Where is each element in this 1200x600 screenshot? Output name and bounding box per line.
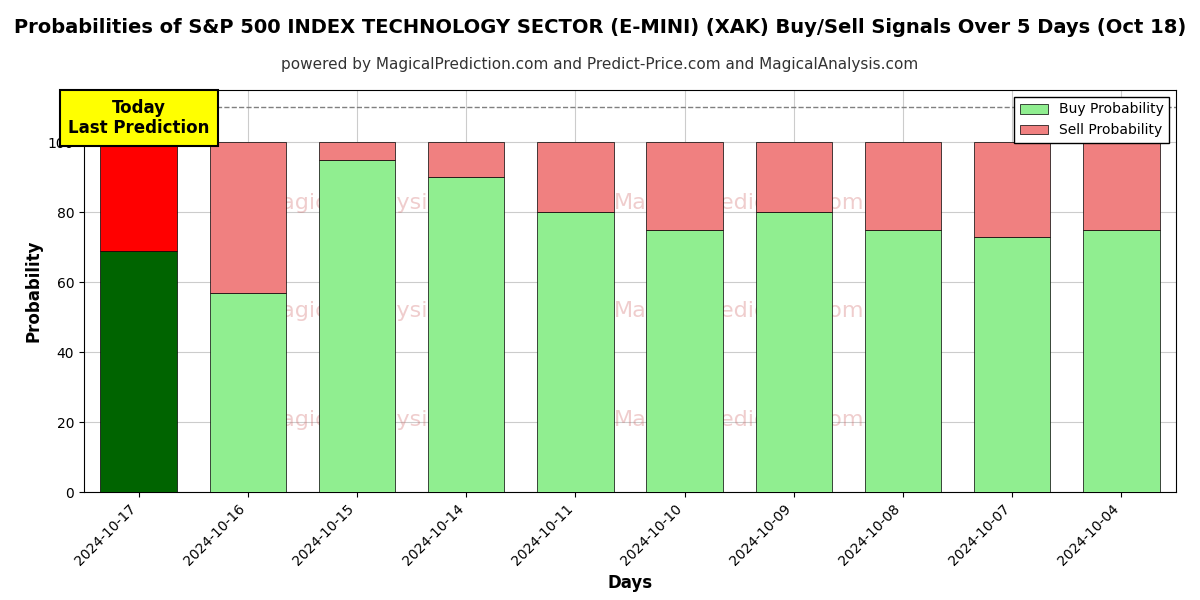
Bar [210, 142, 286, 293]
Text: MagicalAnalysis.com: MagicalAnalysis.com [263, 193, 494, 212]
Text: MagicalAnalysis.com: MagicalAnalysis.com [263, 301, 494, 321]
Text: powered by MagicalPrediction.com and Predict-Price.com and MagicalAnalysis.com: powered by MagicalPrediction.com and Pre… [281, 57, 919, 72]
Bar [1084, 230, 1159, 492]
Bar [756, 212, 832, 492]
Text: MagicalPrediction.com: MagicalPrediction.com [614, 193, 864, 212]
Bar [538, 142, 613, 212]
Bar [1084, 142, 1159, 230]
Bar [974, 142, 1050, 237]
Bar [865, 230, 941, 492]
Legend: Buy Probability, Sell Probability: Buy Probability, Sell Probability [1014, 97, 1169, 143]
Bar [647, 142, 722, 230]
Text: Today
Last Prediction: Today Last Prediction [68, 98, 209, 137]
Bar [101, 142, 176, 251]
Bar [428, 178, 504, 492]
X-axis label: Days: Days [607, 574, 653, 592]
Bar [974, 237, 1050, 492]
Bar [428, 142, 504, 178]
Bar [865, 142, 941, 230]
Text: Probabilities of S&P 500 INDEX TECHNOLOGY SECTOR (E-MINI) (XAK) Buy/Sell Signals: Probabilities of S&P 500 INDEX TECHNOLOG… [14, 18, 1186, 37]
Text: MagicalPrediction.com: MagicalPrediction.com [614, 410, 864, 430]
Bar [319, 160, 395, 492]
Bar [756, 142, 832, 212]
Text: MagicalAnalysis.com: MagicalAnalysis.com [263, 410, 494, 430]
Bar [319, 142, 395, 160]
Bar [538, 212, 613, 492]
Text: MagicalPrediction.com: MagicalPrediction.com [614, 301, 864, 321]
Bar [101, 251, 176, 492]
Y-axis label: Probability: Probability [24, 240, 42, 342]
Bar [210, 293, 286, 492]
Bar [647, 230, 722, 492]
